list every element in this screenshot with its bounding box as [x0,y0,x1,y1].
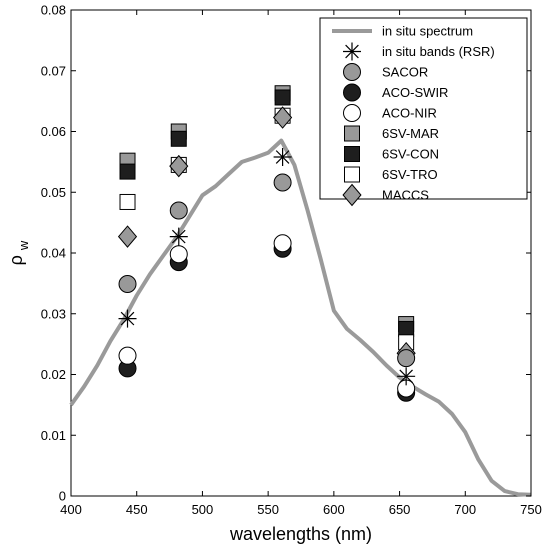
point-maccs [117,225,138,248]
point-in-situ-bands-rsr [118,309,137,328]
y-tick-label: 0.02 [41,367,66,382]
spectrum-layer [69,138,532,497]
in-situ-spectrum-line [69,138,532,497]
tick-layer: 400 450 500 550 600 650 700 750 0 0.01 0.02 0.03 0.0… [41,3,542,518]
x-tick-label: 600 [323,502,345,517]
point-sacor [397,349,416,368]
x-tick-label: 500 [192,502,214,517]
point-in-situ-bands-rsr-stroke [399,369,413,384]
point-6sv-con [398,320,415,337]
point-aco-nir [169,245,188,264]
point-sacor [118,274,137,293]
y-tick-label: 0.04 [41,246,66,261]
point-sacor [169,201,188,220]
y-tick-label: 0.03 [41,306,66,321]
x-tick-label: 750 [520,502,542,517]
legend-marker-maccs [342,183,362,207]
x-axis-label: wavelengths (nm) [229,524,372,544]
legend: in situ spectrum in situ bands (RSR) SACOR… [319,17,528,207]
y-tick-label: 0.06 [41,124,66,139]
point-6sv-tro [119,193,136,210]
point-in-situ-bands-rsr-stroke [120,311,135,326]
legend-label: MACCS [382,188,429,203]
point-in-situ-bands-rsr-stroke [171,229,186,244]
legend-label: 6SV-MAR [382,126,439,141]
x-tick-label: 650 [389,502,411,517]
x-tick-label: 550 [257,502,279,517]
point-in-situ-bands-rsr [169,227,188,246]
legend-label: 6SV-CON [382,147,439,162]
legend-label: ACO-SWIR [382,85,448,100]
point-aco-nir [118,346,137,365]
legend-label: 6SV-TRO [382,167,438,182]
point-maccs [273,106,293,129]
point-in-situ-bands-rsr-stroke [275,150,290,164]
y-axis-label-sub: w [16,240,31,251]
y-axis-label-main: ρ [6,255,26,265]
legend-marker-in-situ-bands-rsr-stroke [345,44,359,59]
point-6sv-con [119,163,136,180]
legend-label: ACO-NIR [382,106,437,121]
point-aco-nir [273,234,292,253]
legend-marker-6sv-tro [344,166,360,183]
legend-label: SACOR [382,65,428,80]
point-6sv-con [274,89,291,106]
y-tick-label: 0.08 [41,3,66,18]
x-tick-label: 700 [454,502,476,517]
y-tick-label: 0.01 [41,428,66,443]
y-tick-label: 0.07 [41,63,66,78]
legend-marker-6sv-mar [344,125,360,142]
x-tick-label: 400 [60,502,82,517]
point-6sv-con [170,130,187,147]
point-maccs [169,154,189,178]
legend-marker-6sv-con [344,146,360,162]
legend-marker-sacor [343,63,361,81]
point-sacor [273,173,292,192]
x-tick-label: 450 [126,502,148,517]
legend-label: in situ spectrum [382,24,473,39]
legend-label: in situ bands (RSR) [382,44,495,59]
marker-layer [117,85,416,402]
y-tick-label: 0.05 [41,185,66,200]
point-in-situ-bands-rsr [273,148,292,167]
legend-marker-in-situ-bands-rsr [343,42,361,61]
legend-marker-aco-nir [343,104,361,122]
point-in-situ-bands-rsr [397,367,416,386]
y-tick-label: 0 [59,489,66,504]
y-axis-label: ρ w [6,240,31,265]
legend-marker-aco-swir [343,83,361,102]
